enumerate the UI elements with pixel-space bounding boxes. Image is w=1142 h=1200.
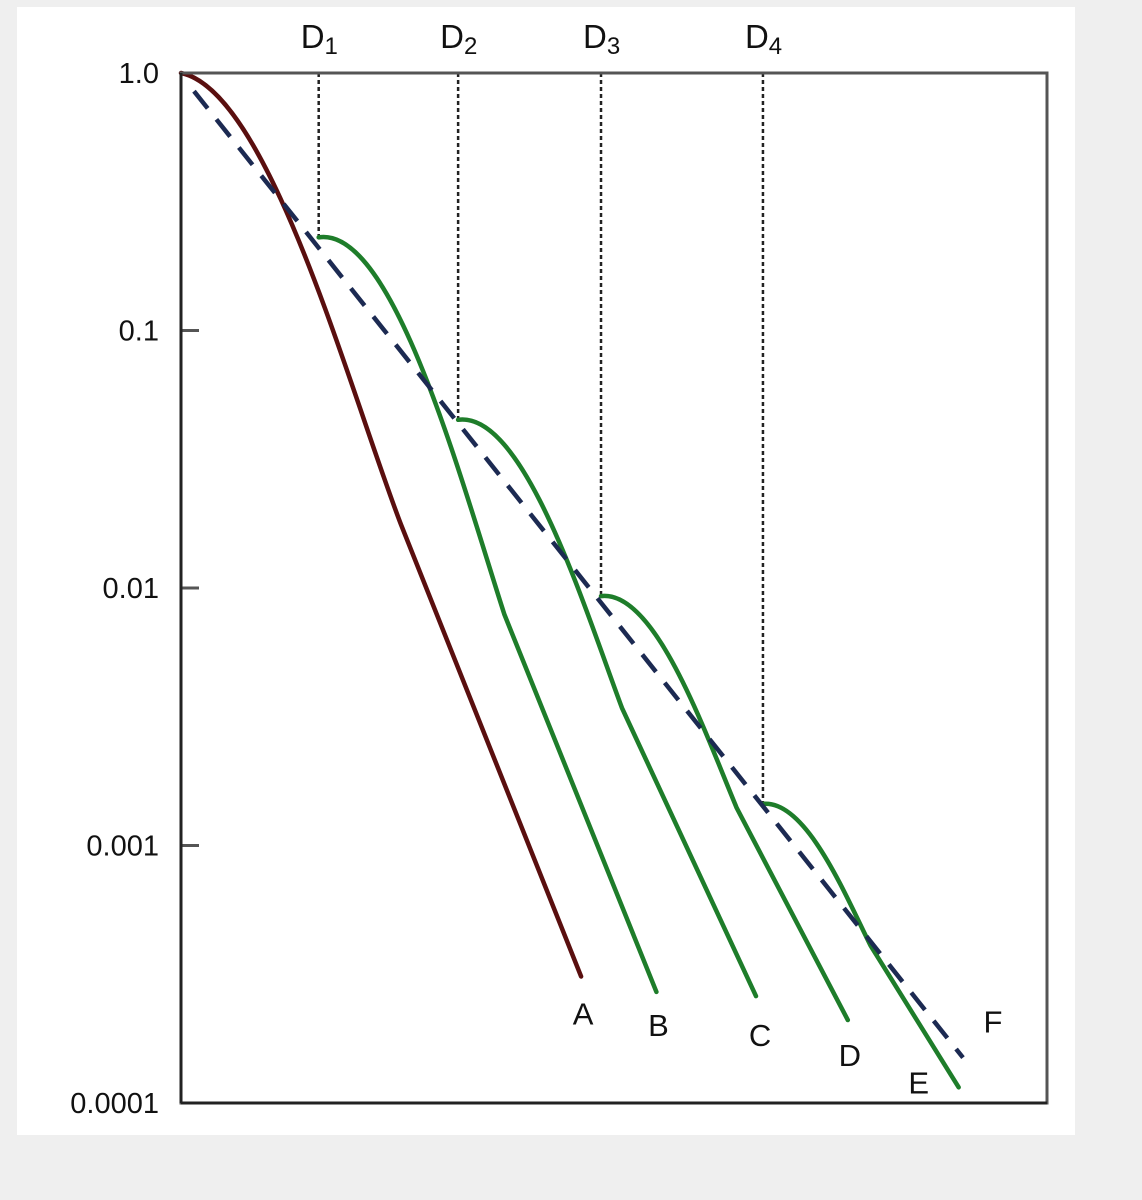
dose-label: D1 <box>301 18 338 60</box>
plot-area-border <box>179 71 1049 1105</box>
survival-curve-e <box>760 801 961 1090</box>
curve-label-b: B <box>648 1008 669 1043</box>
dose-lines-group <box>317 73 765 804</box>
reference-group <box>192 89 965 1060</box>
plot-frame <box>179 71 1049 1105</box>
y-tick-label: 0.0001 <box>70 1088 159 1120</box>
reference-line-f <box>192 89 965 1060</box>
survival-curve-c <box>455 417 759 999</box>
y-tick-label: 1.0 <box>119 58 159 90</box>
curve-label-a: A <box>573 996 594 1031</box>
chart-card <box>17 7 1075 1135</box>
curve-label-d: D <box>839 1038 861 1073</box>
survival-curve-a <box>178 70 584 979</box>
y-ticks-group <box>181 329 199 847</box>
survival-curve-b <box>316 235 659 995</box>
curve-label-c: C <box>749 1018 771 1053</box>
y-tick-label: 0.1 <box>119 316 159 348</box>
dose-label: D3 <box>583 18 620 60</box>
survival-curve-d <box>598 593 851 1023</box>
dose-label: D4 <box>745 18 782 60</box>
curve-label-e: E <box>908 1065 929 1100</box>
labels-group: 1.0 0.1 0.01 0.001 0.0001 D1 D2 D3 D4 A B C D E F <box>70 18 1002 1120</box>
dose-label: D2 <box>440 18 477 60</box>
y-tick-label: 0.01 <box>103 573 159 605</box>
y-tick-label: 0.001 <box>86 831 159 863</box>
curve-label-f: F <box>984 1005 1003 1040</box>
series-group <box>178 70 961 1090</box>
